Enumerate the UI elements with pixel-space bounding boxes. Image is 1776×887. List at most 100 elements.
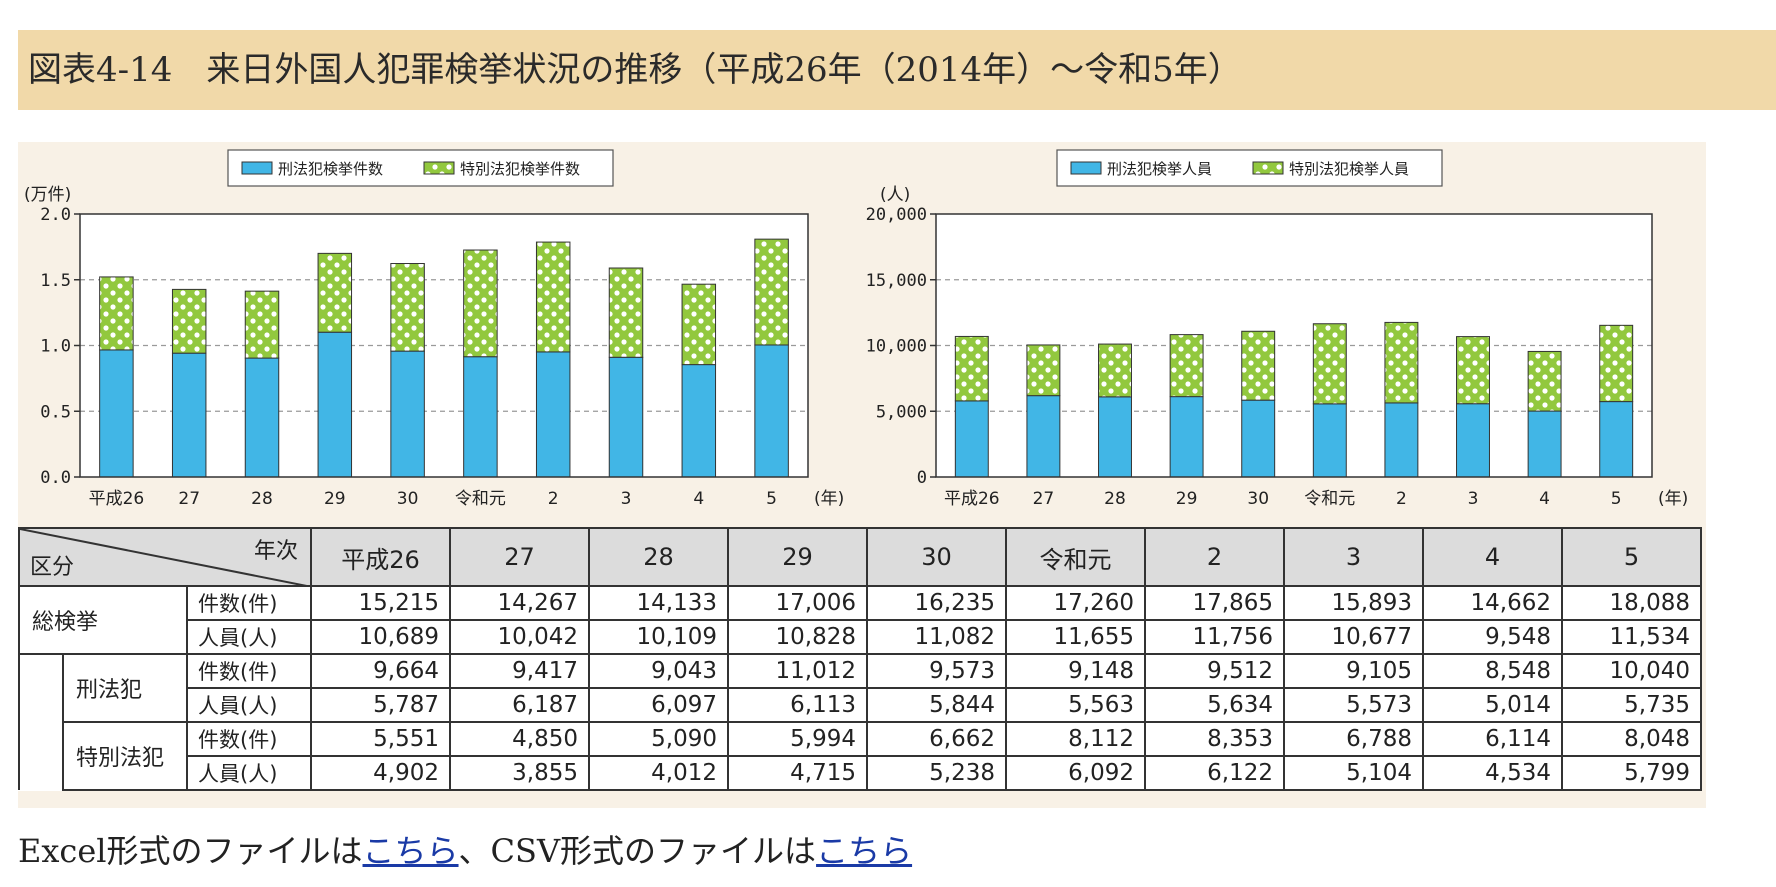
bar-criminal xyxy=(390,350,425,478)
table-cell: 9,105 xyxy=(1283,653,1424,689)
table-cell: 16,235 xyxy=(866,585,1007,621)
row-label: 件数(件) xyxy=(186,721,312,757)
legend-box xyxy=(227,149,614,187)
title-bar: 図表4-14 来日外国人犯罪検挙状況の推移（平成26年（2014年）〜令和5年） xyxy=(18,30,1776,110)
table-cell: 10,109 xyxy=(588,619,729,655)
x-tick-label: 3 xyxy=(1468,489,1479,509)
table-cell: 14,662 xyxy=(1422,585,1563,621)
legend-swatch-special xyxy=(423,161,455,175)
table-cell: 5,787 xyxy=(310,687,451,723)
bar-special xyxy=(608,267,644,358)
bar-criminal xyxy=(1599,401,1634,478)
year-header: 3 xyxy=(1283,527,1424,587)
year-header: 5 xyxy=(1561,527,1702,587)
bar-special xyxy=(1456,336,1490,405)
year-header: 29 xyxy=(727,527,868,587)
y-tick-label: 20,000 xyxy=(866,205,927,225)
bar-special xyxy=(463,249,498,358)
plot-frame xyxy=(935,213,1653,478)
table-cell: 6,788 xyxy=(1283,721,1424,757)
table-cell: 8,548 xyxy=(1422,653,1563,689)
bar-criminal xyxy=(1527,410,1562,478)
x-tick-label: 30 xyxy=(397,489,419,509)
chart-persons: 0 5,000 10,000 15,000 20,000(人) 平成26 27 28 29 30 令… xyxy=(866,149,1688,509)
table-cell: 6,187 xyxy=(449,687,590,723)
year-header: 30 xyxy=(866,527,1007,587)
table-cell: 4,012 xyxy=(588,755,729,791)
x-tick-label: 平成26 xyxy=(944,489,1000,509)
y-tick-label: 2.0 xyxy=(40,205,71,225)
x-tick-label: 29 xyxy=(324,489,346,509)
table-cell: 11,012 xyxy=(727,653,868,689)
bar-special xyxy=(535,241,571,353)
y-unit-label: (人) xyxy=(880,185,910,205)
page-title: 図表4-14 来日外国人犯罪検挙状況の推移（平成26年（2014年）〜令和5年） xyxy=(28,50,1242,90)
bar-criminal xyxy=(681,364,717,478)
group-criminal: 刑法犯 xyxy=(62,653,188,723)
legend-label-criminal: 刑法犯検挙件数 xyxy=(278,160,383,178)
table-cell: 6,662 xyxy=(866,721,1007,757)
x-unit-label: (年) xyxy=(1658,489,1688,509)
bar-special xyxy=(390,263,425,352)
bar-criminal xyxy=(463,356,498,478)
csv-download-link[interactable]: こちら xyxy=(816,832,913,870)
legend-label-criminal: 刑法犯検挙人員 xyxy=(1107,160,1212,178)
legend-box xyxy=(1056,149,1443,187)
x-tick-label: 5 xyxy=(1611,489,1622,509)
table-cell: 4,534 xyxy=(1422,755,1563,791)
year-header: 28 xyxy=(588,527,729,587)
x-tick-label: 27 xyxy=(1033,489,1055,509)
x-tick-label: 令和元 xyxy=(1304,489,1355,509)
y-tick-label: 0 xyxy=(917,468,927,488)
excel-download-link[interactable]: こちら xyxy=(362,832,459,870)
bar-special xyxy=(1599,324,1634,403)
table-cell: 5,735 xyxy=(1561,687,1702,723)
bar-special xyxy=(244,290,280,359)
table-cell: 10,042 xyxy=(449,619,590,655)
y-unit-label: (万件) xyxy=(24,185,71,205)
y-tick-label: 1.0 xyxy=(40,337,71,357)
bar-criminal xyxy=(1384,402,1419,478)
table-cell: 5,563 xyxy=(1005,687,1146,723)
table-cell: 9,043 xyxy=(588,653,729,689)
bar-criminal xyxy=(754,344,789,478)
bar-criminal xyxy=(1312,403,1347,478)
table-cell: 17,260 xyxy=(1005,585,1146,621)
table-cell: 6,113 xyxy=(727,687,868,723)
bar-criminal xyxy=(1169,396,1204,478)
legend-swatch-criminal xyxy=(241,161,273,175)
legend-label-special: 特別法犯検挙人員 xyxy=(1289,160,1409,178)
table-cell: 9,148 xyxy=(1005,653,1146,689)
y-tick-label: 5,000 xyxy=(876,402,927,422)
table-cell: 5,634 xyxy=(1144,687,1285,723)
bar-criminal xyxy=(954,400,989,478)
table-row: 人員(人) 4,902 3,855 4,012 4,715 5,238 6,09… xyxy=(19,755,1702,791)
bar-special xyxy=(1312,323,1347,405)
table-cell: 6,114 xyxy=(1422,721,1563,757)
table-cell: 4,902 xyxy=(310,755,451,791)
bar-special xyxy=(99,276,134,351)
bar-special xyxy=(1169,334,1204,398)
x-tick-label: 4 xyxy=(693,489,704,509)
plot-frame xyxy=(79,213,809,478)
bar-special xyxy=(1527,350,1562,412)
corner-diagonal xyxy=(20,529,312,587)
table-cell: 4,715 xyxy=(727,755,868,791)
row-label: 件数(件) xyxy=(186,653,312,689)
year-header: 2 xyxy=(1144,527,1285,587)
table-cell: 4,850 xyxy=(449,721,590,757)
bar-special xyxy=(954,335,989,402)
bar-special xyxy=(1026,344,1061,397)
x-tick-label: 2 xyxy=(548,489,559,509)
table-cell: 5,844 xyxy=(866,687,1007,723)
bar-criminal xyxy=(1241,399,1276,478)
table-cell: 9,664 xyxy=(310,653,451,689)
table-cell: 5,551 xyxy=(310,721,451,757)
legend-label-special: 特別法犯検挙件数 xyxy=(460,160,580,178)
table-cell: 5,090 xyxy=(588,721,729,757)
table-cell: 9,417 xyxy=(449,653,590,689)
indent-cell xyxy=(18,654,64,790)
bar-special xyxy=(1098,343,1132,398)
table-cell: 6,097 xyxy=(588,687,729,723)
table-cell: 9,573 xyxy=(866,653,1007,689)
